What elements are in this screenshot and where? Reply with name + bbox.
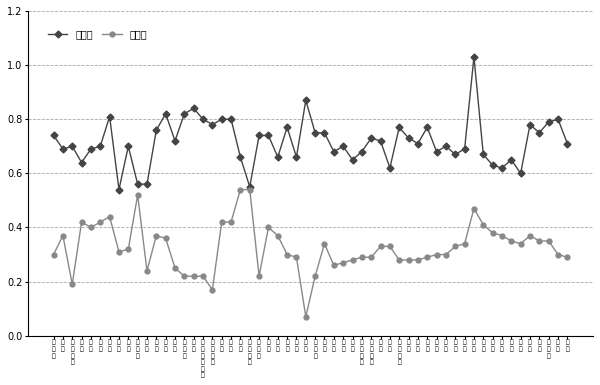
預証率: [461, 241, 468, 246]
預証率: [358, 255, 365, 259]
預貸率: [59, 147, 67, 151]
預貸率: [470, 55, 478, 59]
Line: 預貸率: 預貸率: [51, 55, 570, 192]
預貸率: [115, 187, 122, 192]
Legend: 預貸率, 預証率: 預貸率, 預証率: [44, 25, 151, 44]
預証率: [564, 255, 571, 259]
預証率: [246, 187, 253, 192]
預貸率: [564, 141, 571, 146]
預貸率: [50, 133, 57, 138]
預証率: [405, 258, 412, 262]
預証率: [59, 233, 67, 238]
預証率: [50, 252, 57, 257]
預貸率: [452, 152, 459, 157]
預証率: [386, 244, 394, 249]
預証率: [237, 187, 244, 192]
預貸率: [349, 157, 356, 162]
預貸率: [377, 139, 384, 143]
預貸率: [246, 184, 253, 189]
Line: 預証率: 預証率: [51, 187, 570, 319]
預貸率: [395, 125, 403, 130]
預証率: [302, 315, 310, 319]
